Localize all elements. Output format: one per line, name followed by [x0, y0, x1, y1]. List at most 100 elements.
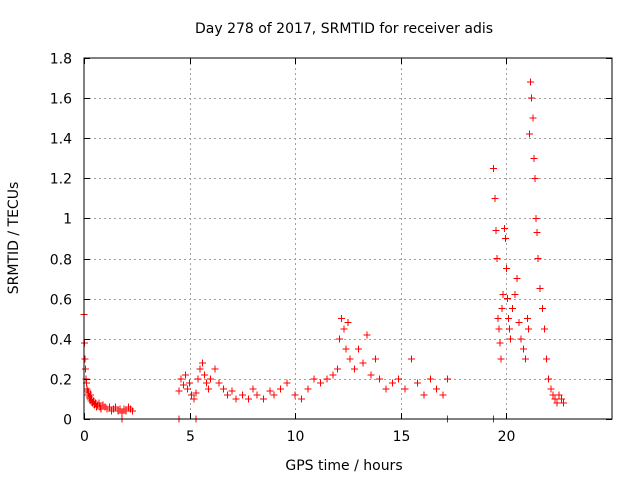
y-axis-label: SRMTID / TECUs	[6, 182, 22, 295]
data-point	[188, 391, 196, 399]
data-point	[317, 379, 325, 387]
data-point	[118, 409, 126, 417]
x-tick-label: 15	[393, 429, 411, 445]
data-point	[194, 375, 202, 383]
data-point	[401, 385, 409, 393]
data-point	[553, 399, 561, 407]
data-point	[443, 375, 451, 383]
data-point	[426, 375, 434, 383]
axis-ticks	[84, 58, 612, 420]
data-point	[202, 379, 210, 387]
data-point	[524, 315, 532, 323]
data-point	[291, 391, 299, 399]
data-point	[323, 375, 331, 383]
data-point	[536, 285, 544, 293]
data-point	[532, 214, 540, 222]
data-point	[367, 371, 375, 379]
data-point	[266, 387, 274, 395]
data-point	[253, 391, 261, 399]
data-point	[534, 255, 542, 263]
data-point	[283, 379, 291, 387]
x-tick-label: 0	[80, 429, 89, 445]
data-point	[538, 305, 546, 313]
y-tick-label: 0.2	[50, 373, 72, 389]
data-point	[219, 385, 227, 393]
y-tick-label: 0	[63, 413, 72, 429]
data-point	[122, 407, 130, 415]
data-point	[336, 335, 344, 343]
data-point	[491, 194, 499, 202]
data-point	[540, 325, 548, 333]
y-tick-label: 0.4	[50, 333, 72, 349]
data-point	[388, 379, 396, 387]
plot-frame	[83, 57, 613, 420]
data-point	[527, 78, 535, 86]
data-point	[86, 391, 94, 399]
data-point	[528, 94, 536, 102]
data-point	[207, 375, 215, 383]
data-point	[502, 265, 510, 273]
chart-title: Day 278 of 2017, SRMTID for receiver adi…	[195, 21, 493, 37]
data-point	[555, 391, 563, 399]
data-point	[228, 387, 236, 395]
data-point	[276, 385, 284, 393]
data-point	[525, 325, 533, 333]
data-point	[551, 395, 559, 403]
data-point	[511, 291, 519, 299]
data-point	[105, 403, 113, 411]
data-point	[346, 355, 354, 363]
data-point	[515, 319, 523, 327]
data-point	[382, 385, 390, 393]
data-point	[232, 395, 240, 403]
data-point	[407, 355, 415, 363]
data-point	[414, 379, 422, 387]
x-tick-label: 5	[186, 429, 195, 445]
data-point	[200, 371, 208, 379]
data-point	[181, 371, 189, 379]
data-point	[186, 379, 194, 387]
data-point	[183, 385, 191, 393]
x-tick-labels: 0 5 10 15 20	[80, 429, 515, 445]
y-tick-label: 1.4	[50, 132, 72, 148]
data-point	[82, 365, 90, 373]
data-point	[112, 403, 120, 411]
data-point	[521, 355, 529, 363]
data-point	[198, 359, 206, 367]
data-point	[496, 339, 504, 347]
y-tick-label: 1.2	[50, 172, 72, 188]
data-point	[439, 391, 447, 399]
data-point	[503, 295, 511, 303]
data-point	[97, 405, 105, 413]
data-point	[433, 385, 441, 393]
data-point	[304, 385, 312, 393]
data-point	[509, 305, 517, 313]
data-point	[530, 154, 538, 162]
data-point	[310, 375, 318, 383]
data-point	[95, 399, 103, 407]
data-point	[557, 395, 565, 403]
data-point	[190, 395, 198, 403]
data-point	[359, 359, 367, 367]
data-point	[500, 224, 508, 232]
data-point	[513, 275, 521, 283]
data-point	[363, 331, 371, 339]
data-point	[507, 335, 515, 343]
data-point	[492, 226, 500, 234]
data-point	[238, 391, 246, 399]
data-point	[517, 335, 525, 343]
data-point	[129, 407, 137, 415]
data-point	[526, 130, 534, 138]
y-tick-labels: 0 0.2 0.4 0.6 0.8 1 1.2 1.4 1.6 1.8	[50, 52, 72, 429]
x-tick-label: 20	[498, 429, 516, 445]
data-point	[211, 365, 219, 373]
data-point	[245, 395, 253, 403]
grid-lines	[84, 58, 612, 419]
data-point	[493, 255, 501, 263]
data-points	[80, 78, 567, 423]
data-point	[559, 399, 567, 407]
data-point	[205, 385, 213, 393]
data-point	[260, 395, 268, 403]
data-point	[494, 315, 502, 323]
data-point	[175, 387, 183, 395]
